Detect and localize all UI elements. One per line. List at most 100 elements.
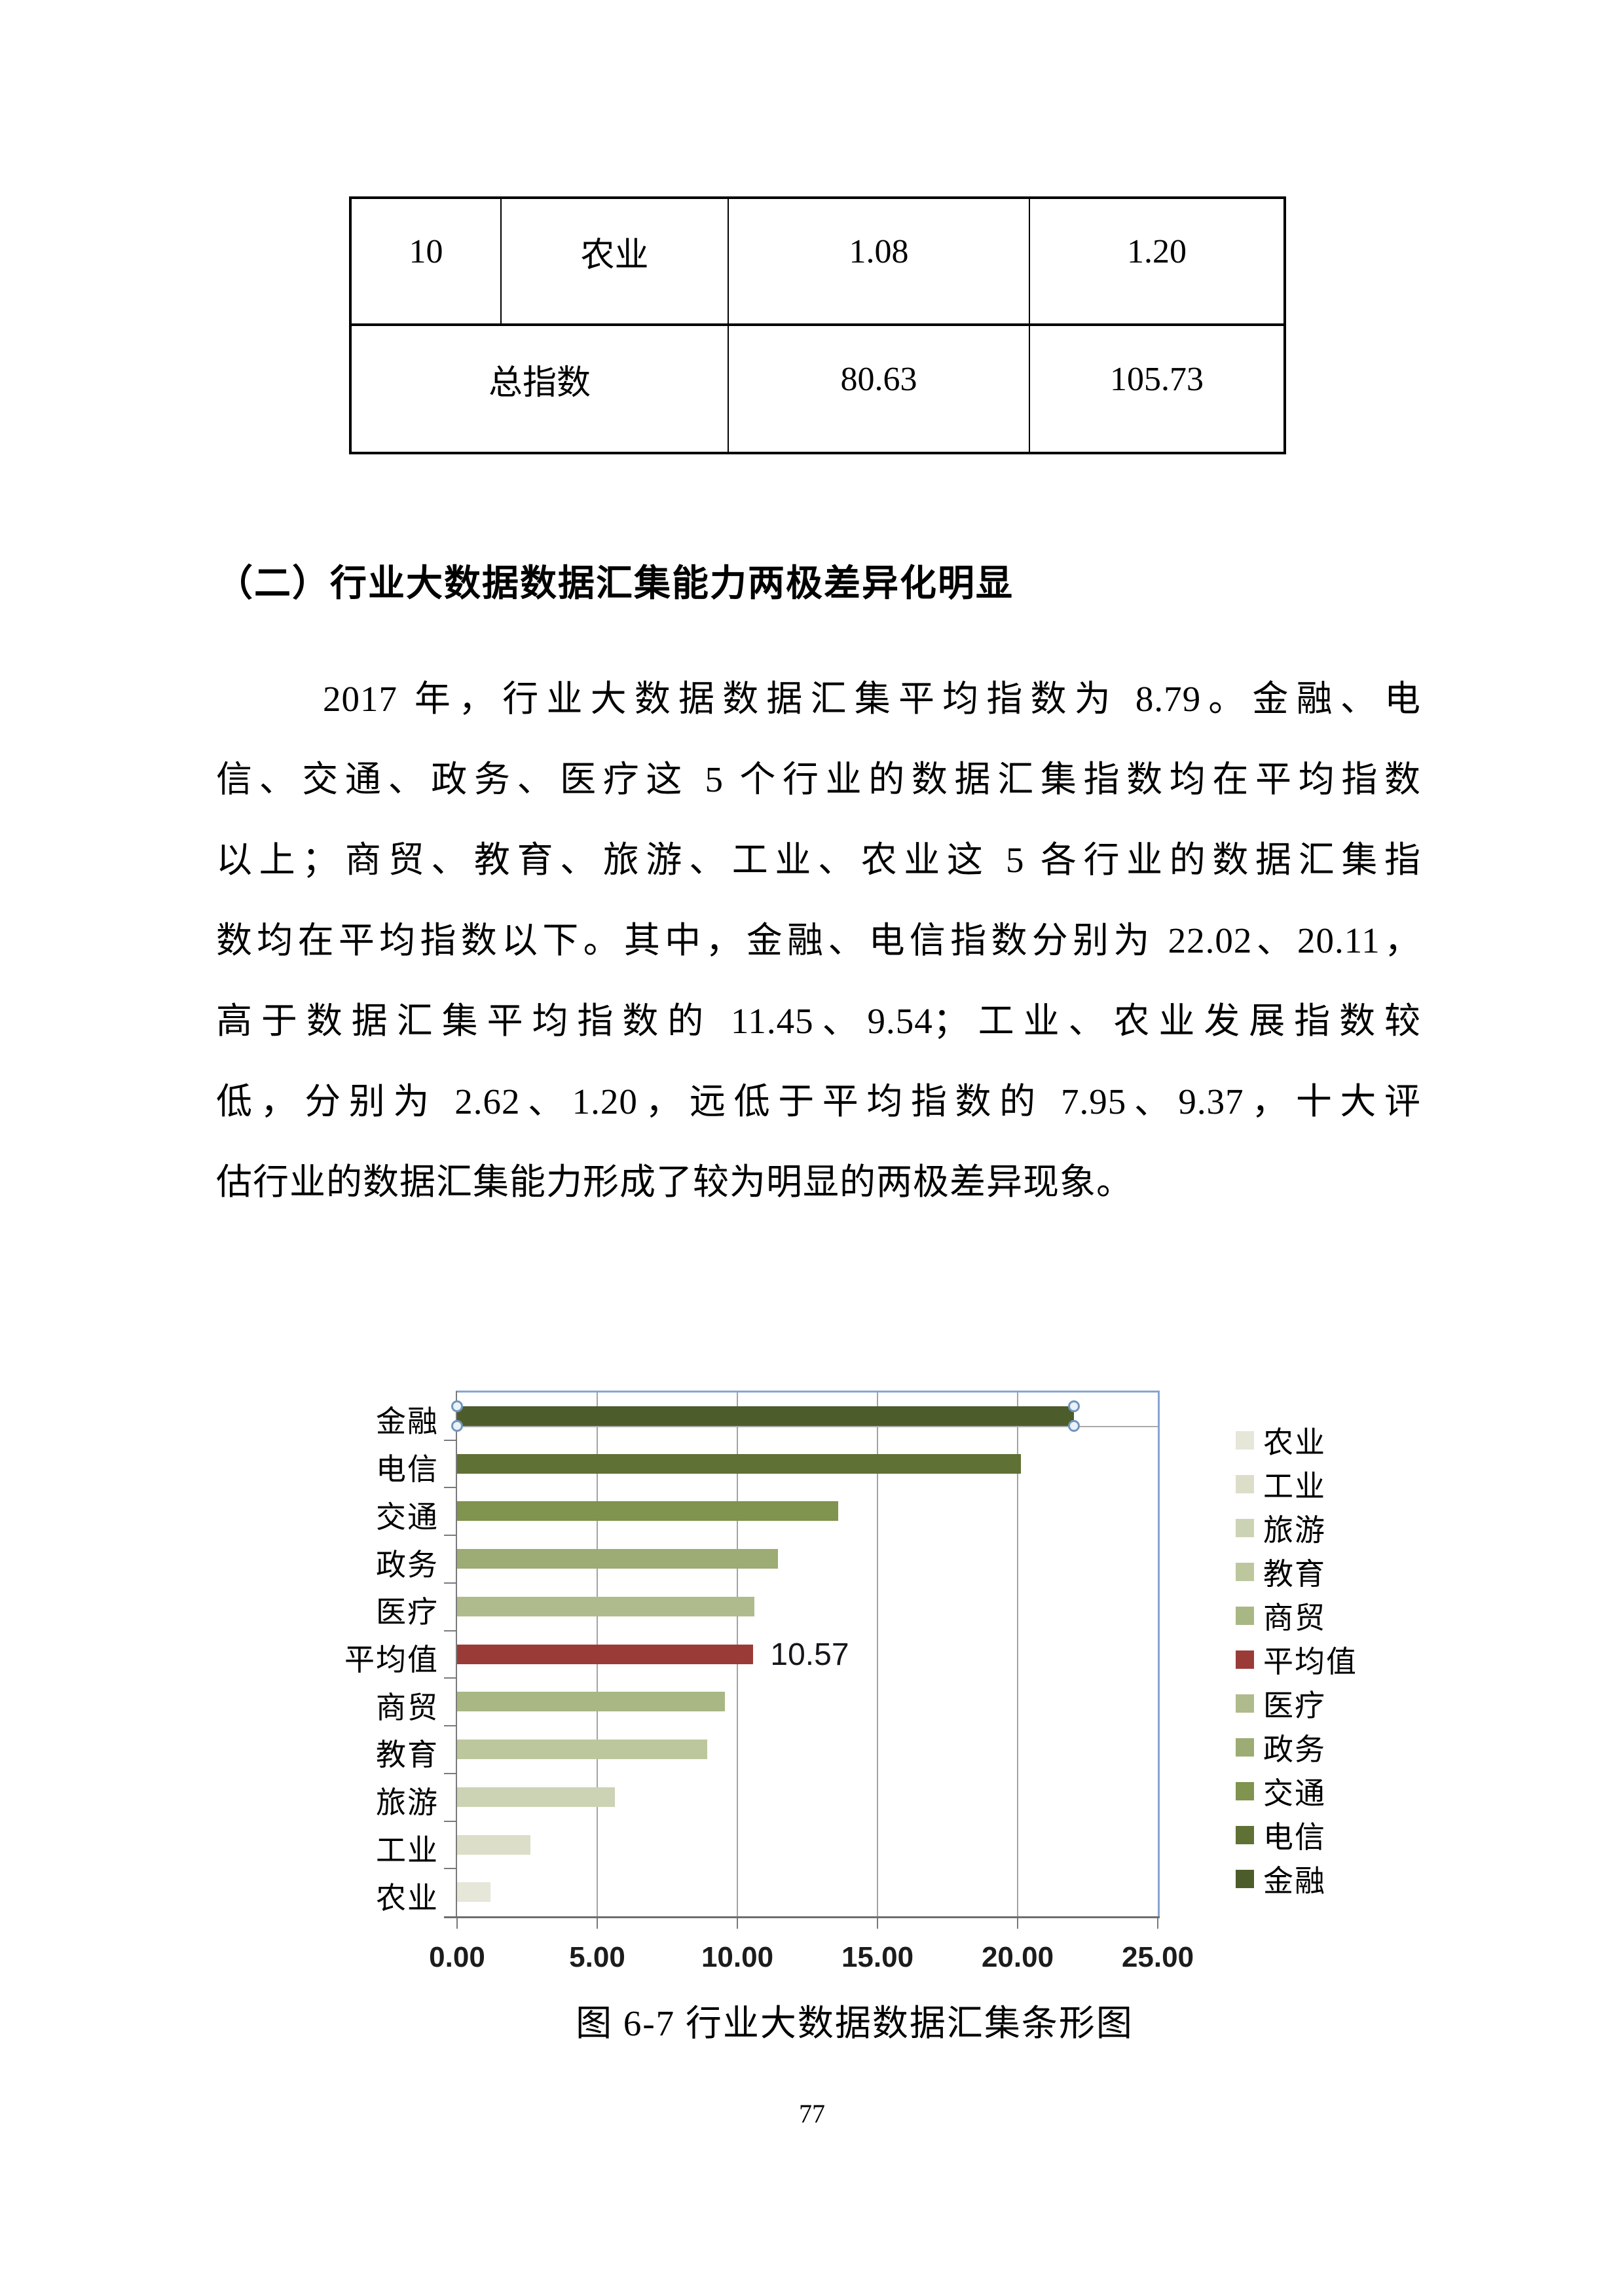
legend-label: 金融 [1263, 1865, 1326, 1898]
legend-swatch [1236, 1519, 1254, 1537]
x-tick [1157, 1918, 1158, 1929]
bar-金融 [457, 1406, 1075, 1426]
legend-label: 医疗 [1263, 1689, 1326, 1722]
bar-平均值 [457, 1644, 754, 1664]
bar-旅游 [457, 1787, 616, 1807]
legend-label: 电信 [1263, 1821, 1326, 1854]
selection-handle [451, 1420, 463, 1432]
legend-item: 教育 [1236, 1554, 1326, 1591]
x-tick-label: 25.00 [1121, 1941, 1194, 1973]
category-tick [444, 1868, 457, 1870]
bar-农业 [457, 1882, 491, 1903]
value-axis-line [444, 1916, 1160, 1918]
figure-caption: 图 6-7 行业大数据数据汇集条形图 [576, 2003, 1134, 2043]
index-table: 10 农业 1.08 1.20 总指数 80.63 105.73 [349, 196, 1286, 454]
legend-item: 农业 [1236, 1422, 1326, 1459]
series-underline [457, 1426, 1158, 1427]
legend-swatch [1236, 1870, 1254, 1888]
category-label: 交通 [376, 1500, 439, 1534]
legend-item: 交通 [1236, 1773, 1326, 1810]
x-tick [597, 1918, 598, 1929]
table-cell-total-1: 80.63 [728, 324, 1030, 454]
selection-handle [1068, 1420, 1080, 1432]
legend-label: 教育 [1263, 1558, 1326, 1591]
category-label: 工业 [376, 1833, 439, 1867]
bar-医疗 [457, 1596, 754, 1616]
legend-swatch [1236, 1563, 1254, 1581]
category-tick [444, 1630, 457, 1631]
legend-swatch [1236, 1826, 1254, 1844]
category-tick [444, 1487, 457, 1489]
plot-area: 10.57 [444, 1391, 1160, 1929]
paragraph-line: 数均在平均指数以下。其中，金融、电信指数分别为 22.02、20.11， [216, 920, 1421, 960]
bar-chart-figure: 金融 电信 交通 政务 医疗 平均值 商贸 教育 旅游 工业 农业 10.57 0.00 5.00 10… [341, 1362, 1428, 1984]
table-cell-rank: 10 [349, 196, 502, 326]
legend-label: 政务 [1263, 1733, 1326, 1766]
category-axis-line [456, 1391, 457, 1918]
legend-label: 商贸 [1263, 1601, 1326, 1635]
plot-border-top [456, 1391, 1160, 1393]
legend-label: 农业 [1263, 1426, 1326, 1459]
legend-item: 平均值 [1236, 1641, 1357, 1679]
paragraph-line: 高于数据汇集平均指数的 11.45、9.54；工业、农业发展指数较 [216, 1001, 1421, 1041]
legend-swatch [1236, 1650, 1254, 1669]
page-number: 77 [799, 2099, 825, 2128]
category-label: 平均值 [344, 1643, 439, 1677]
table-cell-total-label: 总指数 [349, 324, 729, 454]
selection-handle [451, 1400, 463, 1412]
x-tick-label: 0.00 [429, 1941, 485, 1973]
paragraph-line: 低，分别为 2.62、1.20，远低于平均指数的 7.95、9.37，十大评 [216, 1082, 1421, 1121]
legend-label: 平均值 [1263, 1645, 1357, 1679]
selection-handle [1068, 1400, 1080, 1412]
legend-item: 政务 [1236, 1729, 1326, 1766]
legend-swatch [1236, 1431, 1254, 1449]
legend-item: 医疗 [1236, 1685, 1326, 1722]
x-tick-label: 10.00 [701, 1941, 774, 1973]
x-tick-label: 20.00 [981, 1941, 1054, 1973]
paragraph-line: 以上；商贸、教育、旅游、工业、农业这 5 各行业的数据汇集指 [216, 840, 1421, 880]
category-label: 商贸 [376, 1690, 439, 1724]
legend-item: 电信 [1236, 1817, 1326, 1854]
bar-工业 [457, 1834, 531, 1855]
gridline [877, 1393, 878, 1916]
paragraph-line: 信、交通、政务、医疗这 5 个行业的数据汇集指数均在平均指数 [216, 759, 1421, 799]
category-tick [444, 1535, 457, 1537]
plot-border-right [1158, 1391, 1160, 1918]
bar-商贸 [457, 1692, 726, 1712]
table-row-total: 总指数 80.63 105.73 [349, 324, 1286, 454]
table-row: 10 农业 1.08 1.20 [349, 196, 1286, 326]
legend-label: 交通 [1263, 1777, 1326, 1810]
bar-交通 [457, 1501, 839, 1522]
category-label: 政务 [376, 1548, 439, 1582]
legend-swatch [1236, 1738, 1254, 1757]
legend-item: 商贸 [1236, 1597, 1326, 1635]
category-label: 旅游 [376, 1786, 439, 1820]
legend-label: 工业 [1263, 1470, 1326, 1503]
category-tick [444, 1677, 457, 1679]
legend-swatch [1236, 1694, 1254, 1713]
table-cell-total-2: 105.73 [1029, 324, 1286, 454]
x-tick [456, 1918, 458, 1929]
category-tick [444, 1725, 457, 1727]
x-tick [737, 1918, 738, 1929]
body-paragraph: 2017 年，行业大数据数据汇集平均指数为 8.79。金融、电 信、交通、政务、… [216, 659, 1421, 1222]
gridline [1017, 1393, 1018, 1916]
x-tick [877, 1918, 878, 1929]
bar-教育 [457, 1740, 708, 1760]
paragraph-line: 估行业的数据汇集能力形成了较为明显的两极差异现象。 [216, 1162, 1134, 1202]
legend-swatch [1236, 1475, 1254, 1493]
category-label: 农业 [376, 1881, 439, 1915]
paragraph-line: 2017 年，行业大数据数据汇集平均指数为 8.79。金融、电 [323, 679, 1421, 719]
legend-item: 工业 [1236, 1466, 1326, 1503]
x-tick-label: 15.00 [841, 1941, 914, 1973]
category-tick [444, 1772, 457, 1774]
category-tick [444, 1582, 457, 1584]
bar-value-label: 10.57 [770, 1637, 849, 1672]
bar-政务 [457, 1549, 779, 1569]
table-cell-value-2: 1.20 [1029, 196, 1286, 326]
legend-item: 旅游 [1236, 1510, 1326, 1547]
category-axis-labels: 金融 电信 交通 政务 医疗 平均值 商贸 教育 旅游 工业 农业 [341, 1393, 445, 1916]
category-label: 电信 [376, 1453, 439, 1487]
category-label: 金融 [376, 1405, 439, 1439]
